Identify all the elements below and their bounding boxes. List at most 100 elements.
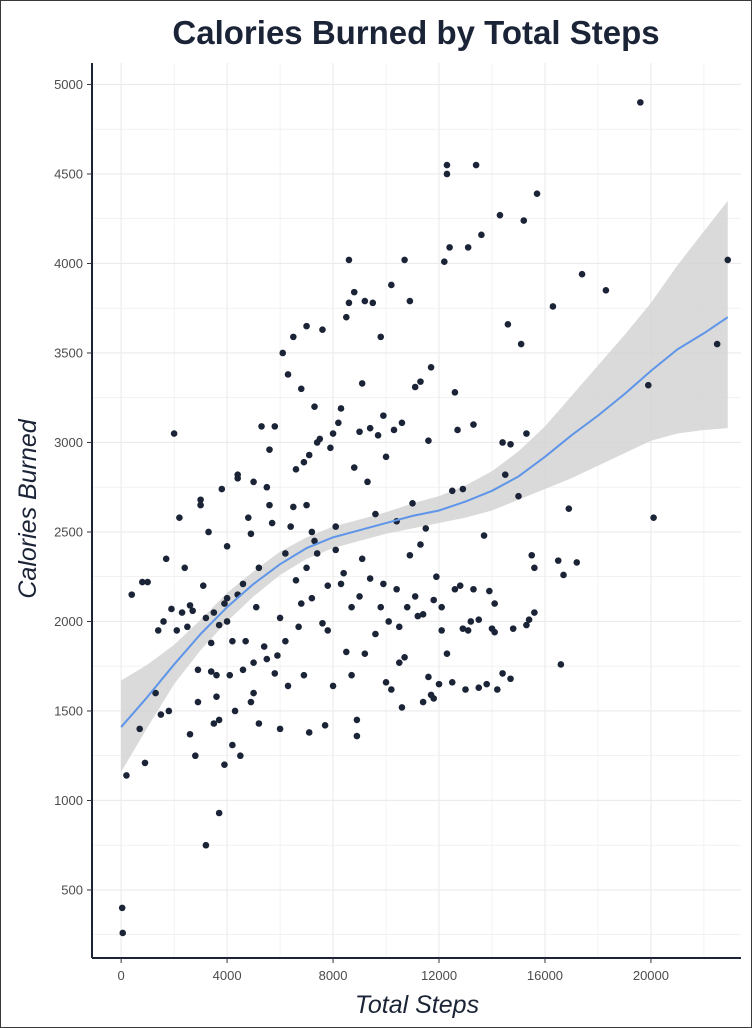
data-point xyxy=(303,501,310,509)
data-point xyxy=(223,594,231,602)
data-point xyxy=(292,466,300,473)
data-point xyxy=(335,419,342,427)
data-point xyxy=(560,571,567,579)
data-point xyxy=(160,618,167,625)
data-point xyxy=(229,741,236,749)
data-point xyxy=(358,380,366,387)
x-tick-label: 4000 xyxy=(213,968,242,983)
data-point xyxy=(374,432,382,439)
data-point xyxy=(531,609,538,616)
data-point xyxy=(305,451,313,459)
data-point xyxy=(162,555,170,563)
data-point xyxy=(433,573,440,581)
x-tick-label: 12000 xyxy=(421,968,457,983)
data-point xyxy=(372,510,379,518)
data-point xyxy=(311,403,318,410)
data-point xyxy=(358,555,366,563)
data-point xyxy=(300,458,308,466)
data-point xyxy=(292,577,300,584)
data-point xyxy=(401,256,408,264)
data-point xyxy=(250,689,257,697)
data-point xyxy=(303,564,310,572)
data-point xyxy=(165,707,173,715)
data-point xyxy=(271,670,279,677)
data-point xyxy=(345,256,353,264)
data-point xyxy=(523,430,530,437)
data-point xyxy=(644,381,652,389)
data-point xyxy=(403,603,411,611)
data-point xyxy=(456,582,464,589)
data-point xyxy=(178,609,186,616)
data-point xyxy=(173,627,181,634)
data-point xyxy=(239,580,247,588)
data-point xyxy=(213,693,220,700)
data-point xyxy=(427,691,435,699)
data-point xyxy=(427,364,435,371)
data-point xyxy=(295,623,302,631)
data-point xyxy=(250,478,257,486)
data-point xyxy=(353,732,361,740)
data-point xyxy=(337,580,345,588)
data-point xyxy=(395,623,403,631)
data-point xyxy=(247,698,255,706)
data-point xyxy=(329,682,337,690)
data-point xyxy=(268,519,276,527)
data-point xyxy=(499,670,506,677)
data-point xyxy=(327,444,334,452)
data-point xyxy=(459,485,467,493)
data-point xyxy=(398,419,406,427)
data-point xyxy=(409,500,416,507)
x-axis-title: Total Steps xyxy=(355,991,479,1019)
data-point xyxy=(152,689,159,697)
data-point xyxy=(517,340,525,348)
data-point xyxy=(496,211,504,219)
data-point xyxy=(144,578,151,586)
data-point xyxy=(221,761,228,768)
data-point xyxy=(565,505,573,513)
data-point xyxy=(297,385,305,393)
y-tick-label: 500 xyxy=(61,882,83,897)
data-point xyxy=(414,612,422,620)
data-point xyxy=(215,716,223,724)
data-point xyxy=(255,564,263,572)
data-point xyxy=(528,551,536,559)
data-point xyxy=(486,587,493,595)
data-point xyxy=(154,627,162,634)
data-point xyxy=(247,530,255,538)
data-point xyxy=(443,161,451,169)
data-point xyxy=(290,333,297,341)
data-point xyxy=(390,426,398,434)
data-point xyxy=(139,578,146,586)
data-point xyxy=(406,297,414,305)
data-point xyxy=(170,430,178,437)
data-point xyxy=(202,841,210,849)
data-point xyxy=(223,618,231,625)
data-point xyxy=(366,424,374,432)
data-point xyxy=(348,603,355,611)
data-point xyxy=(237,752,244,760)
data-point xyxy=(319,326,326,334)
data-point xyxy=(470,585,477,593)
data-point xyxy=(353,716,361,724)
data-point xyxy=(226,671,234,679)
data-point xyxy=(311,537,318,545)
data-point xyxy=(525,616,533,623)
data-point xyxy=(119,929,127,937)
data-point xyxy=(464,244,472,251)
data-point xyxy=(435,680,443,688)
data-point xyxy=(507,440,514,448)
data-point xyxy=(128,591,136,598)
data-point xyxy=(136,725,143,733)
data-point xyxy=(123,772,130,779)
data-point xyxy=(501,471,509,479)
data-point xyxy=(329,430,337,437)
data-point xyxy=(446,244,453,251)
data-point xyxy=(515,492,522,500)
data-point xyxy=(406,551,414,559)
data-point xyxy=(316,435,324,443)
data-point xyxy=(321,722,329,729)
data-point xyxy=(229,637,236,645)
data-point xyxy=(199,582,207,589)
data-point xyxy=(393,585,400,593)
trend-line xyxy=(120,316,729,728)
